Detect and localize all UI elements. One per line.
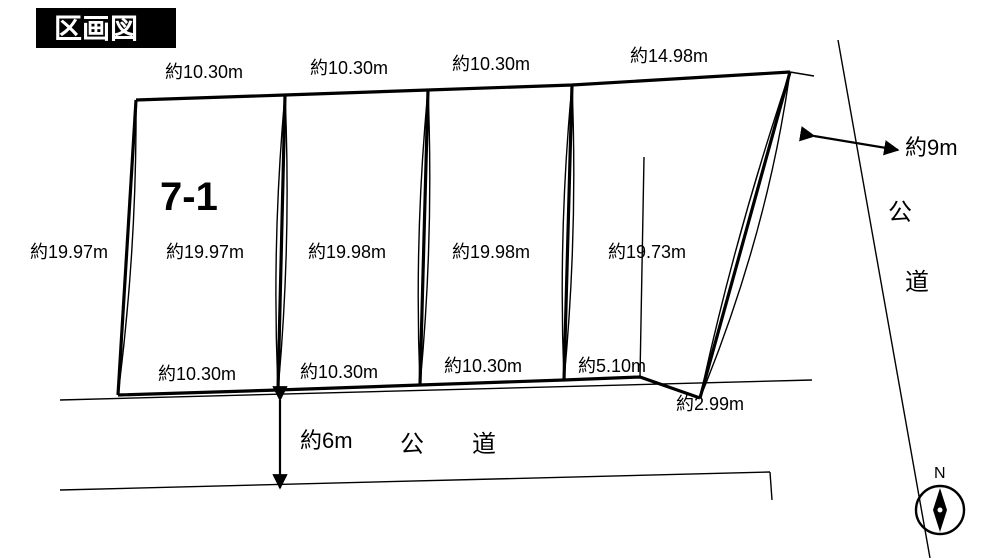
dim-height: 約19.73m xyxy=(608,242,686,262)
road-right-label-char: 公 xyxy=(888,199,912,226)
road-right-width: 約9m xyxy=(905,135,958,160)
lot-left-edge xyxy=(118,100,136,395)
dim-top: 約10.30m xyxy=(310,58,388,78)
road-bottom-width: 約6m xyxy=(300,428,353,453)
dim-bottom: 約10.30m xyxy=(158,364,236,384)
dim-height: 約19.97m xyxy=(166,242,244,262)
compass-n-label: N xyxy=(934,465,946,482)
dim-bottom: 約10.30m xyxy=(300,362,378,382)
dim-height: 約19.97m xyxy=(30,242,108,262)
road-right-label-char: 道 xyxy=(905,269,929,296)
dim-bottom: 約5.10m xyxy=(578,356,646,376)
dim-bottom: 約10.30m xyxy=(444,356,522,376)
compass-hub xyxy=(937,507,943,513)
lot-right-edge xyxy=(700,72,790,398)
lot-label: 7-1 xyxy=(160,175,218,219)
road-right-edge xyxy=(838,40,930,558)
title-text: 区画図 xyxy=(54,13,138,44)
road-bottom-edge-b2 xyxy=(770,472,772,500)
dim-top: 約14.98m xyxy=(630,46,708,66)
road-bottom-edge-b xyxy=(60,472,770,490)
dim-bottom: 約2.99m xyxy=(676,394,744,414)
dim-top: 約10.30m xyxy=(452,54,530,74)
road-bottom-label: 公 道 xyxy=(400,431,508,458)
dim-height: 約19.98m xyxy=(452,242,530,262)
dim-top: 約10.30m xyxy=(165,62,243,82)
dim-height: 約19.98m xyxy=(308,242,386,262)
lot-divider-short xyxy=(640,157,644,377)
corner-tick xyxy=(790,72,814,76)
